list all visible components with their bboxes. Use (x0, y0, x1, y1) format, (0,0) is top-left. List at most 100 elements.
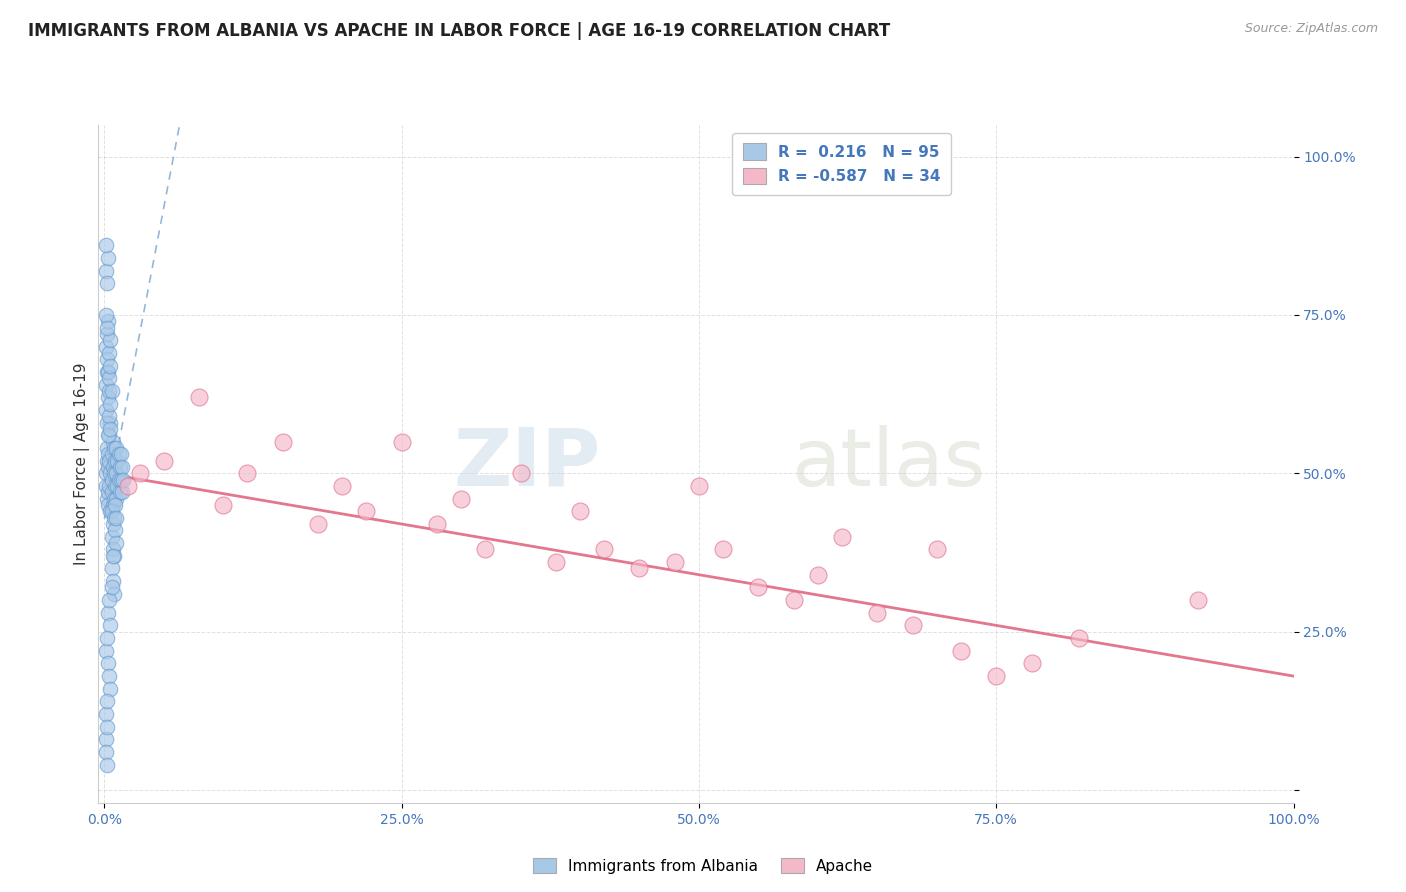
Point (94, 238, 117, 252)
Point (747, 581, 769, 595)
Point (391, 434, 413, 449)
Point (98, 384, 121, 398)
Point (104, 479, 127, 493)
Point (101, 516, 124, 531)
Point (664, 555, 686, 569)
Point (110, 473, 132, 487)
Point (97, 365, 120, 379)
Point (949, 644, 972, 658)
Point (97, 498, 120, 512)
Point (101, 434, 124, 449)
Point (100, 581, 122, 595)
Point (271, 434, 294, 449)
Point (98, 669, 121, 683)
Point (105, 441, 128, 455)
Point (98, 453, 121, 467)
Point (783, 593, 806, 607)
Point (98, 359, 121, 373)
Legend: Immigrants from Albania, Apache: Immigrants from Albania, Apache (527, 852, 879, 880)
Point (104, 498, 127, 512)
Point (96, 631, 118, 645)
Point (105, 536, 128, 550)
Point (98, 416, 121, 430)
Point (1069, 631, 1091, 645)
Point (101, 498, 124, 512)
Point (108, 460, 131, 475)
Point (97, 657, 120, 671)
Point (96, 757, 118, 772)
Point (107, 453, 129, 467)
Point (307, 516, 329, 531)
Point (450, 491, 472, 506)
Point (98, 681, 121, 696)
Point (96, 491, 118, 506)
Point (94, 732, 117, 747)
Point (97, 390, 120, 404)
Point (103, 491, 125, 506)
Point (98, 346, 121, 360)
Point (98, 479, 121, 493)
Point (96, 277, 118, 291)
Point (112, 473, 135, 487)
Point (212, 498, 235, 512)
Point (94, 745, 117, 759)
Point (104, 524, 127, 538)
Point (509, 467, 531, 481)
Point (94, 644, 117, 658)
Y-axis label: In Labor Force | Age 16-19: In Labor Force | Age 16-19 (75, 362, 90, 566)
Point (96, 694, 118, 708)
Point (98, 422, 121, 436)
Point (111, 485, 134, 500)
Point (100, 384, 122, 398)
Point (94, 308, 117, 322)
Point (866, 606, 889, 620)
Point (110, 447, 132, 461)
Point (925, 542, 948, 557)
Point (98, 618, 121, 632)
Point (103, 467, 125, 481)
Point (711, 542, 734, 557)
Point (100, 530, 122, 544)
Point (97, 606, 120, 620)
Point (1021, 657, 1043, 671)
Point (105, 467, 128, 481)
Point (94, 403, 117, 417)
Point (101, 549, 124, 563)
Point (117, 479, 139, 493)
Point (100, 447, 122, 461)
Point (107, 479, 129, 493)
Point (831, 530, 853, 544)
Point (94, 263, 117, 277)
Point (107, 473, 129, 487)
Point (97, 447, 120, 461)
Point (107, 447, 129, 461)
Point (101, 460, 124, 475)
Point (103, 441, 125, 455)
Point (330, 479, 353, 493)
Point (94, 377, 117, 392)
Point (807, 567, 830, 582)
Point (129, 467, 152, 481)
Point (98, 504, 121, 518)
Point (94, 707, 117, 722)
Text: IMMIGRANTS FROM ALBANIA VS APACHE IN LABOR FORCE | AGE 16-19 CORRELATION CHART: IMMIGRANTS FROM ALBANIA VS APACHE IN LAB… (28, 22, 890, 40)
Point (97, 314, 120, 328)
Point (100, 485, 122, 500)
Point (98, 428, 121, 442)
Point (98, 333, 121, 347)
Point (101, 574, 124, 588)
Point (96, 720, 118, 734)
Point (188, 390, 211, 404)
Point (100, 561, 122, 575)
Point (97, 460, 120, 475)
Point (592, 542, 614, 557)
Point (546, 555, 568, 569)
Point (96, 365, 118, 379)
Point (96, 453, 118, 467)
Point (103, 549, 125, 563)
Point (354, 504, 377, 518)
Point (1187, 593, 1209, 607)
Point (97, 251, 120, 265)
Point (96, 416, 118, 430)
Point (98, 397, 121, 411)
